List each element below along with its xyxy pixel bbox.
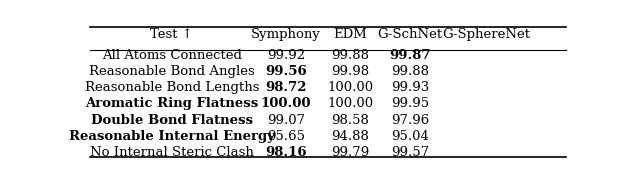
Text: 98.16: 98.16 [265, 146, 307, 159]
Text: Reasonable Internal Energy: Reasonable Internal Energy [69, 130, 275, 143]
Text: 99.57: 99.57 [391, 146, 429, 159]
Text: 99.87: 99.87 [389, 49, 431, 62]
Text: 99.93: 99.93 [390, 81, 429, 94]
Text: 95.65: 95.65 [267, 130, 305, 143]
Text: Test ↑: Test ↑ [150, 28, 193, 41]
Text: 100.00: 100.00 [327, 97, 373, 110]
Text: 100.00: 100.00 [260, 97, 311, 110]
Text: Reasonable Bond Lengths: Reasonable Bond Lengths [84, 81, 259, 94]
Text: 99.98: 99.98 [332, 65, 369, 78]
Text: 99.95: 99.95 [391, 97, 429, 110]
Text: Symphony: Symphony [251, 28, 321, 41]
Text: Aromatic Ring Flatness: Aromatic Ring Flatness [85, 97, 259, 110]
Text: 97.96: 97.96 [390, 114, 429, 127]
Text: 99.56: 99.56 [265, 65, 307, 78]
Text: No Internal Steric Clash: No Internal Steric Clash [90, 146, 253, 159]
Text: G-SchNet: G-SchNet [377, 28, 442, 41]
Text: 95.04: 95.04 [391, 130, 429, 143]
Text: 99.79: 99.79 [331, 146, 369, 159]
Text: Reasonable Bond Angles: Reasonable Bond Angles [89, 65, 255, 78]
Text: 99.88: 99.88 [391, 65, 429, 78]
Text: Double Bond Flatness: Double Bond Flatness [91, 114, 253, 127]
Text: 99.88: 99.88 [332, 49, 369, 62]
Text: 98.72: 98.72 [265, 81, 307, 94]
Text: G-SphereNet: G-SphereNet [443, 28, 531, 41]
Text: 98.58: 98.58 [332, 114, 369, 127]
Text: 99.07: 99.07 [267, 114, 305, 127]
Text: 99.92: 99.92 [267, 49, 305, 62]
Text: EDM: EDM [333, 28, 367, 41]
Text: 94.88: 94.88 [332, 130, 369, 143]
Text: 100.00: 100.00 [327, 81, 373, 94]
Text: All Atoms Connected: All Atoms Connected [102, 49, 242, 62]
